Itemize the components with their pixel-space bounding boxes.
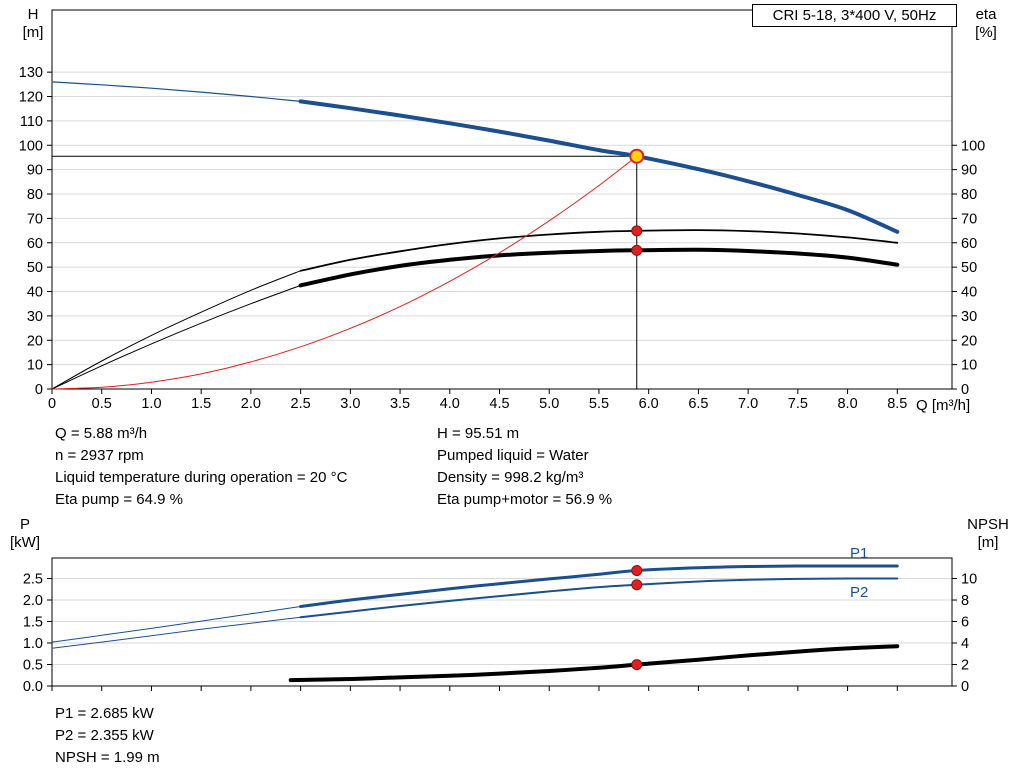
svg-text:4.5: 4.5: [489, 396, 509, 412]
svg-text:20: 20: [961, 333, 977, 349]
svg-text:70: 70: [27, 211, 43, 227]
svg-text:90: 90: [27, 163, 43, 179]
svg-text:2: 2: [961, 658, 969, 674]
power-axis-unit: [kW]: [10, 534, 40, 551]
svg-text:120: 120: [19, 90, 43, 106]
power-axis-symbol: P: [19, 516, 30, 533]
svg-text:40: 40: [27, 285, 43, 301]
svg-text:2.5: 2.5: [23, 572, 43, 588]
p2-curve-label: P2: [850, 584, 869, 601]
svg-text:0.5: 0.5: [92, 396, 112, 412]
head-axis-symbol: H: [27, 6, 39, 23]
info-liquid-temperature: Liquid temperature during operation = 20…: [55, 469, 348, 486]
svg-text:4.0: 4.0: [440, 396, 460, 412]
svg-text:6.0: 6.0: [639, 396, 659, 412]
svg-text:0: 0: [961, 679, 969, 695]
svg-text:8.5: 8.5: [887, 396, 907, 412]
info-p2: P2 = 2.355 kW: [55, 727, 154, 744]
info-pumped-liquid: Pumped liquid = Water: [437, 447, 589, 464]
svg-text:100: 100: [19, 138, 43, 154]
info-flow: Q = 5.88 m³/h: [55, 425, 148, 442]
eta-axis-unit: [%]: [975, 24, 997, 41]
info-npsh: NPSH = 1.99 m: [55, 749, 160, 766]
svg-text:3.5: 3.5: [390, 396, 410, 412]
eta-axis-symbol: eta: [975, 6, 997, 23]
svg-text:20: 20: [27, 333, 43, 349]
svg-text:4: 4: [961, 636, 969, 652]
svg-text:50: 50: [27, 260, 43, 276]
svg-text:0.0: 0.0: [23, 679, 43, 695]
svg-text:0.5: 0.5: [23, 658, 43, 674]
power-info: P1 = 2.685 kW P2 = 2.355 kW NPSH = 1.99 …: [55, 703, 160, 769]
svg-text:8.0: 8.0: [837, 396, 857, 412]
svg-text:8: 8: [961, 593, 969, 609]
pump-designation-box: CRI 5-18, 3*400 V, 50Hz: [752, 4, 957, 27]
svg-text:1.0: 1.0: [23, 636, 43, 652]
svg-text:2.0: 2.0: [23, 593, 43, 609]
svg-text:7.0: 7.0: [738, 396, 758, 412]
svg-text:0: 0: [35, 382, 43, 398]
power-axis-title: P [kW]: [2, 516, 48, 552]
info-density: Density = 998.2 kg/m³: [437, 469, 584, 486]
svg-text:50: 50: [961, 260, 977, 276]
svg-text:60: 60: [961, 236, 977, 252]
duty-info-left: Q = 5.88 m³/h n = 2937 rpm Liquid temper…: [55, 423, 347, 511]
svg-text:130: 130: [19, 65, 43, 81]
info-p1: P1 = 2.685 kW: [55, 705, 154, 722]
svg-text:1.0: 1.0: [141, 396, 161, 412]
svg-text:90: 90: [961, 163, 977, 179]
eta-axis-title: eta [%]: [963, 6, 1009, 42]
svg-text:60: 60: [27, 236, 43, 252]
svg-text:10: 10: [961, 358, 977, 374]
svg-text:80: 80: [961, 187, 977, 203]
svg-text:3.0: 3.0: [340, 396, 360, 412]
duty-info-right: H = 95.51 m Pumped liquid = Water Densit…: [437, 423, 612, 511]
svg-text:5.0: 5.0: [539, 396, 559, 412]
svg-text:2.5: 2.5: [291, 396, 311, 412]
svg-text:7.5: 7.5: [788, 396, 808, 412]
svg-text:80: 80: [27, 187, 43, 203]
svg-text:10: 10: [961, 572, 977, 588]
svg-text:0: 0: [961, 382, 969, 398]
svg-text:30: 30: [27, 309, 43, 325]
svg-text:6.5: 6.5: [688, 396, 708, 412]
head-axis-unit: [m]: [22, 24, 44, 41]
svg-text:0: 0: [48, 396, 56, 412]
svg-text:1.5: 1.5: [191, 396, 211, 412]
info-eta-pump: Eta pump = 64.9 %: [55, 491, 183, 508]
info-head: H = 95.51 m: [437, 425, 520, 442]
flow-axis-unit: Q [m³/h]: [916, 397, 971, 414]
svg-text:100: 100: [961, 138, 985, 154]
svg-text:5.5: 5.5: [589, 396, 609, 412]
svg-text:30: 30: [961, 309, 977, 325]
head-axis-title: H [m]: [11, 6, 55, 42]
svg-text:110: 110: [20, 114, 43, 130]
npsh-axis-unit: [m]: [977, 534, 999, 551]
svg-text:10: 10: [27, 358, 43, 374]
info-speed: n = 2937 rpm: [55, 447, 144, 464]
info-eta-pump-motor: Eta pump+motor = 56.9 %: [437, 491, 613, 508]
npsh-axis-symbol: NPSH: [967, 516, 1009, 533]
svg-text:40: 40: [961, 285, 977, 301]
svg-text:6: 6: [961, 615, 969, 631]
npsh-axis-title: NPSH [m]: [959, 516, 1017, 552]
svg-text:2.0: 2.0: [241, 396, 261, 412]
svg-text:1.5: 1.5: [23, 615, 43, 631]
p1-curve-label: P1: [850, 545, 869, 562]
svg-text:70: 70: [961, 211, 977, 227]
